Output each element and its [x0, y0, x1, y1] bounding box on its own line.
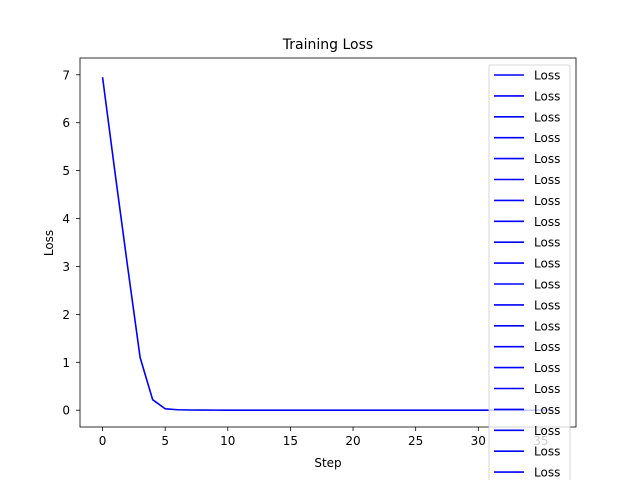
chart-title: Training Loss — [282, 37, 373, 53]
x-tick-label: 10 — [220, 434, 235, 448]
y-tick-label: 7 — [62, 68, 70, 82]
legend-label: Loss — [534, 69, 560, 83]
legend-label: Loss — [534, 131, 560, 145]
legend-label: Loss — [534, 445, 560, 459]
legend-label: Loss — [534, 361, 560, 375]
x-tick-label: 25 — [408, 434, 423, 448]
legend-label: Loss — [534, 152, 560, 166]
y-tick-label: 6 — [62, 116, 70, 130]
y-axis: 0 1 2 3 4 5 6 7 — [62, 68, 80, 418]
y-tick-label: 5 — [62, 164, 70, 178]
legend-label: Loss — [534, 89, 560, 103]
legend-label: Loss — [534, 340, 560, 354]
legend-label: Loss — [534, 403, 560, 417]
legend-label: Loss — [534, 382, 560, 396]
y-tick-label: 2 — [62, 308, 70, 322]
legend-label: Loss — [534, 236, 560, 250]
y-tick-label: 3 — [62, 260, 70, 274]
x-tick-label: 5 — [161, 434, 169, 448]
loss-series-line — [101, 77, 554, 411]
legend-label: Loss — [534, 173, 560, 187]
legend-label: Loss — [534, 194, 560, 208]
x-axis-label: Step — [314, 456, 341, 470]
y-tick-label: 4 — [62, 212, 70, 226]
legend-label: Loss — [534, 278, 560, 292]
y-axis-label: Loss — [42, 230, 56, 256]
legend-label: Loss — [534, 319, 560, 333]
x-tick-label: 30 — [471, 434, 486, 448]
legend-label: Loss — [534, 466, 560, 480]
y-tick-label: 0 — [62, 404, 70, 418]
axes-frame — [79, 57, 577, 428]
legend-label: Loss — [534, 110, 560, 124]
legend-label: Loss — [534, 298, 560, 312]
y-tick-label: 1 — [62, 356, 70, 370]
x-tick-label: 0 — [99, 434, 107, 448]
legend-label: Loss — [534, 215, 560, 229]
x-tick-label: 15 — [283, 434, 298, 448]
legend-box — [488, 64, 571, 484]
plot-area — [101, 77, 554, 411]
x-tick-label: 20 — [345, 434, 360, 448]
legend-label: Loss — [534, 257, 560, 271]
legend-label: Loss — [534, 424, 560, 438]
legend: Loss Loss Loss Loss Loss Loss Loss Loss Loss Loss… — [488, 64, 571, 484]
